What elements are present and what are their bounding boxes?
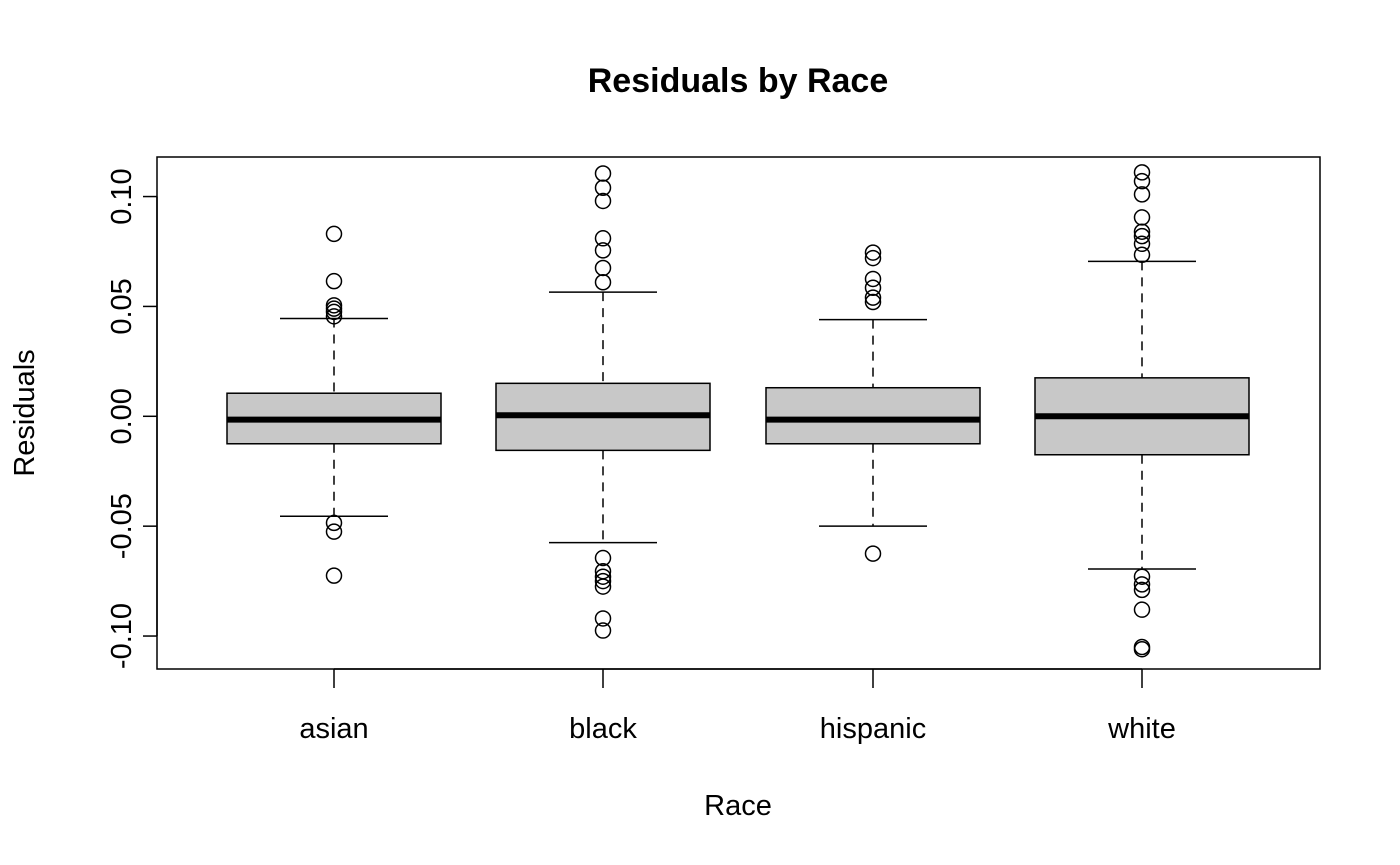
outlier-point <box>594 242 612 259</box>
y-tick-label: 0.00 <box>106 388 138 444</box>
outlier-point <box>594 192 612 210</box>
box-group-hispanic <box>765 244 981 562</box>
x-tick-label-black: black <box>569 713 637 745</box>
outlier-point <box>594 274 612 291</box>
outlier-point <box>325 523 343 540</box>
y-axis: -0.10 -0.05 0.00 0.05 0.10 <box>106 168 158 669</box>
outlier-point <box>594 568 612 585</box>
y-tick-label: 0.10 <box>106 168 138 224</box>
x-tick-label-asian: asian <box>299 713 368 745</box>
y-tick-label: 0.05 <box>106 278 138 334</box>
outlier-point <box>1133 186 1151 203</box>
outlier-point <box>594 610 612 627</box>
x-tick-label-white: white <box>1107 713 1176 745</box>
x-tick-label-hispanic: hispanic <box>820 713 926 745</box>
outlier-point <box>1133 209 1151 226</box>
y-tick-label: -0.10 <box>106 603 138 669</box>
boxes-layer <box>226 164 1250 658</box>
outlier-point <box>864 244 882 261</box>
outlier-point <box>1133 246 1151 264</box>
y-axis-label: Residuals <box>9 349 41 476</box>
x-axis-label: Race <box>704 790 772 822</box>
outlier-point <box>864 545 882 562</box>
chart-title: Residuals by Race <box>588 62 888 100</box>
y-tick-label: -0.05 <box>106 493 138 559</box>
outlier-point <box>325 308 343 325</box>
outlier-point <box>594 622 612 639</box>
outlier-point <box>864 249 882 267</box>
outlier-point <box>325 225 343 243</box>
outlier-point <box>1133 576 1151 593</box>
box-group-white <box>1034 164 1250 658</box>
outlier-point <box>1133 581 1151 599</box>
outlier-point <box>1133 172 1151 190</box>
outlier-point <box>594 165 612 182</box>
outlier-point <box>1133 640 1151 658</box>
outlier-point <box>594 549 612 567</box>
outlier-point <box>1133 164 1151 181</box>
outlier-point <box>325 514 343 532</box>
box-group-black <box>495 165 711 639</box>
outlier-point <box>325 567 343 584</box>
outlier-point <box>1133 227 1151 245</box>
outlier-point <box>864 293 882 311</box>
outlier-point <box>1133 223 1151 240</box>
outlier-point <box>594 179 612 197</box>
outlier-point <box>594 259 612 277</box>
x-axis: asian black hispanic white <box>299 668 1176 745</box>
box-iqr <box>765 386 981 445</box>
outlier-point <box>594 578 612 595</box>
outlier-point <box>1133 601 1151 618</box>
outlier-point <box>325 272 343 290</box>
outlier-point <box>864 289 882 306</box>
outlier-point <box>1133 568 1151 585</box>
outlier-point <box>594 572 612 590</box>
outlier-point <box>594 230 612 247</box>
box-group-asian <box>226 225 442 584</box>
outlier-point <box>864 270 882 288</box>
outlier-point <box>1133 235 1151 253</box>
outlier-point <box>325 303 343 321</box>
